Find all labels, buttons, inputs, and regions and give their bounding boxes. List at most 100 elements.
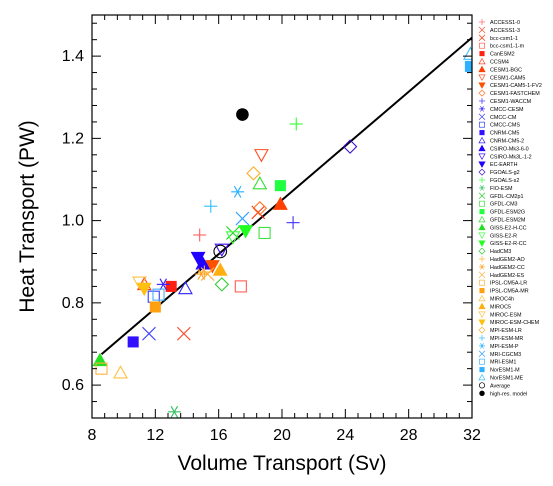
legend-label: ACCESS1-0 (490, 20, 520, 26)
data-point (113, 365, 128, 379)
data-point (286, 216, 300, 230)
y-tick-label: 1.0 (62, 213, 84, 230)
legend: ACCESS1-0 ACCESS1-3 bcc-csm1-1 bcc-csm1-1-m… (478, 19, 542, 397)
legend-label: GFDL-CM2p1 (490, 194, 524, 200)
x-tick-label: 28 (400, 427, 418, 444)
legend-marker (478, 65, 486, 73)
legend-marker (478, 382, 486, 389)
legend-label: FGOALS-g2 (490, 170, 520, 176)
legend-label: GISS-E2-R (490, 233, 517, 239)
legend-label: MIROC-ESM (490, 312, 522, 318)
legend-marker (478, 373, 486, 381)
y-tick-label: 1.4 (62, 48, 84, 65)
data-point (92, 352, 108, 367)
legend-label: GISS-E2-H-CC (490, 225, 527, 231)
legend-marker (478, 34, 486, 42)
legend-label: GFDL-ESM2G (490, 210, 525, 216)
data-point (167, 405, 181, 418)
legend-label: CMCC-CMS (490, 123, 520, 129)
data-point (190, 251, 206, 266)
data-point (289, 117, 303, 131)
legend-label: ACCESS1-3 (490, 28, 520, 34)
legend-marker (479, 185, 485, 191)
data-point (152, 288, 165, 301)
legend-marker (479, 42, 485, 49)
legend-label: CESM1-WACCM (490, 99, 532, 105)
legend-marker (478, 223, 486, 231)
legend-label: IPSL-CM5A-MR (490, 289, 529, 295)
legend-marker (479, 256, 485, 262)
data-point (252, 175, 268, 190)
data-point (342, 139, 358, 154)
data-point (127, 336, 139, 348)
legend-marker (479, 335, 485, 341)
legend-label: bcc-csm1-1 (490, 36, 518, 42)
legend-label: high-res. model (490, 391, 527, 397)
legend-label: Average (490, 383, 510, 389)
data-point (204, 199, 218, 213)
legend-label: MRI-CGCM3 (490, 352, 521, 358)
legend-marker (478, 57, 486, 65)
legend-marker (478, 215, 486, 223)
legend-marker (478, 161, 486, 168)
x-tick-label: 24 (336, 427, 354, 444)
data-point (236, 108, 249, 121)
legend-label: GFDL-CM3 (490, 202, 518, 208)
legend-label: EC-EARTH (490, 162, 518, 168)
legend-marker (479, 98, 485, 104)
legend-marker (478, 82, 486, 89)
legend-marker (479, 279, 485, 286)
legend-marker (479, 106, 485, 112)
legend-marker (479, 19, 485, 25)
legend-marker (478, 326, 486, 334)
legend-marker (479, 121, 485, 128)
x-tick-label: 32 (463, 427, 481, 444)
data-point (225, 231, 241, 245)
legend-marker (478, 144, 486, 152)
legend-marker (478, 247, 486, 255)
data-point (149, 301, 161, 313)
legend-marker (479, 51, 485, 57)
legend-label: HadGEM2-CC (490, 265, 525, 271)
data-point (156, 278, 170, 291)
axes: 8 12 16 20 24 28 32 0.6 0.8 1.0 1.2 1.4 (62, 14, 481, 444)
y-tick-label: 0.8 (62, 295, 84, 312)
regression-line (100, 36, 472, 356)
legend-label: IPSL-CM5A-LR (490, 281, 527, 287)
legend-label: MPI-ESM-MR (490, 336, 523, 342)
legend-marker (478, 113, 486, 121)
legend-marker (478, 319, 486, 326)
data-point (235, 211, 250, 226)
data-point (165, 280, 177, 292)
data-point (214, 277, 230, 292)
y-tick-label: 1.2 (62, 130, 84, 147)
y-tick-label: 0.6 (62, 377, 84, 394)
legend-marker (479, 367, 485, 373)
legend-label: NorESM1-M (490, 368, 520, 374)
legend-label: CESM1-CAM5 (490, 75, 525, 81)
legend-label: HadCM3 (490, 249, 511, 255)
data-point (212, 262, 228, 276)
data-point (258, 226, 271, 240)
legend-marker (478, 89, 486, 97)
legend-marker (478, 350, 486, 358)
data-point (136, 282, 152, 297)
legend-label: FIO-ESM (490, 186, 513, 192)
data-point (231, 185, 245, 198)
legend-label: CSIRO-Mk3-6-0 (490, 146, 529, 152)
data-point (226, 226, 240, 240)
legend-marker (478, 192, 486, 200)
legend-marker (479, 177, 485, 183)
legend-marker (478, 26, 486, 34)
x-tick-label: 8 (88, 427, 97, 444)
data-point (204, 260, 220, 274)
legend-label: MIROC5 (490, 304, 511, 310)
legend-marker (479, 390, 485, 396)
legend-label: CNRM-CM5 (490, 131, 519, 137)
legend-label: CCSM4 (490, 60, 509, 66)
legend-label: CMCC-CM (490, 115, 517, 121)
data-point (253, 149, 269, 163)
x-axis-title: Volume Transport (Sv) (178, 452, 387, 475)
legend-label: NorESM1-ME (490, 376, 524, 382)
